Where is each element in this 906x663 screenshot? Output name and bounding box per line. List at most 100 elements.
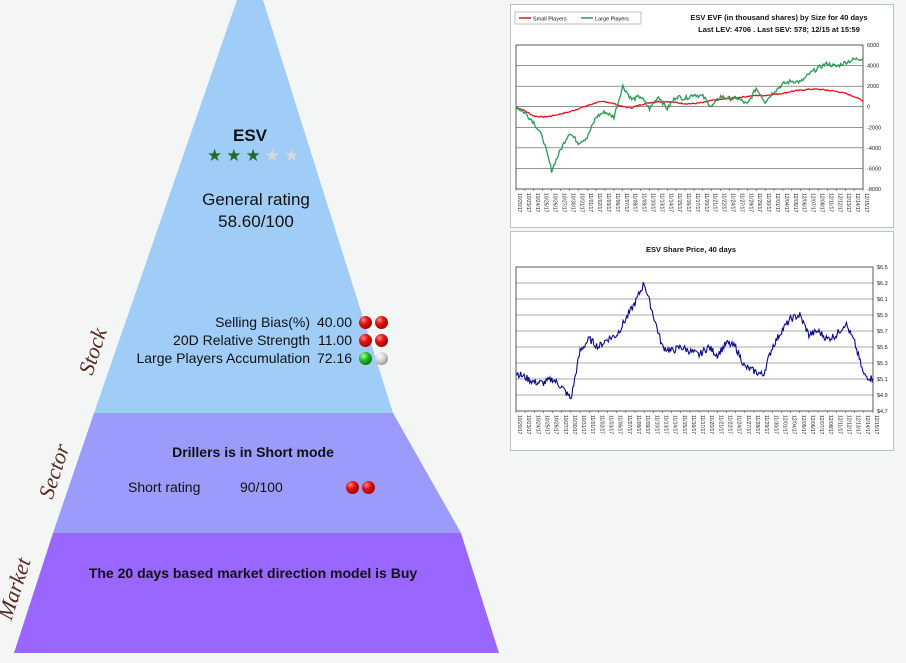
data-point: [640, 104, 641, 106]
legend: [514, 11, 642, 25]
y-tick-label: -4000: [867, 146, 881, 152]
data-point: [764, 101, 766, 102]
x-tick-label: 12/06/17: [801, 193, 807, 213]
data-point: [552, 378, 554, 380]
data-point: [720, 99, 722, 100]
x-tick-label: 11/13/17: [662, 415, 668, 434]
data-point: [675, 102, 677, 103]
x-tick-label: 11/30/17: [772, 415, 778, 434]
metric-value: 72.16: [316, 350, 352, 366]
x-tick-label: 11/20/17: [708, 415, 714, 434]
data-point: [773, 93, 775, 95]
data-point: [702, 102, 704, 103]
data-point: [542, 137, 544, 138]
data-point: [716, 354, 718, 356]
price-chart-panel: ESV Share Price, 40 days $6.5 $6.3 $6.1 $5.9…: [510, 231, 894, 451]
y-tick-label: $5.7: [877, 329, 888, 335]
data-point: [835, 90, 837, 92]
x-tick-label: 10/30/17: [569, 193, 575, 213]
y-tick-label: $5.1: [877, 377, 888, 383]
data-point: [515, 372, 517, 373]
y-tick-label: $6.5: [877, 265, 888, 271]
data-point: [634, 302, 636, 304]
metric-value: 11.00: [318, 332, 352, 348]
data-point: [689, 350, 691, 352]
data-point: [817, 330, 819, 332]
short-rating-label: Short rating: [128, 479, 201, 495]
x-tick-label: 12/01/17: [774, 193, 780, 213]
x-tick-label: 11/21/17: [712, 193, 718, 212]
data-point: [622, 106, 624, 108]
data-point: [818, 88, 819, 90]
metric-gray-light-icon: [375, 352, 388, 365]
data-point: [707, 346, 709, 348]
stock-metrics: Selling Bias(%) 40.00 20D Relative Strengt…: [110, 313, 400, 367]
x-tick-label: 12/05/17: [800, 415, 806, 435]
star-empty-icon: ★: [284, 146, 304, 165]
metric-green-light-icon: [359, 352, 372, 365]
series-line: [515, 87, 863, 119]
data-point: [640, 96, 641, 97]
x-tick-label: 11/16/17: [690, 415, 696, 434]
data-point: [862, 57, 864, 59]
metric-lights: [356, 350, 388, 366]
data-point: [586, 105, 588, 107]
data-point: [666, 108, 668, 110]
data-point: [845, 322, 846, 324]
y-tick-label: $5.3: [877, 361, 888, 367]
data-point: [854, 342, 856, 344]
y-tick-label: 4000: [867, 64, 879, 70]
x-tick-label: 10/31/17: [578, 193, 584, 213]
y-tick-label: -8000: [867, 187, 881, 193]
x-tick-label: 10/24/17: [534, 193, 540, 213]
data-point: [616, 334, 618, 336]
data-point: [809, 88, 811, 90]
stock-tier: [94, 0, 393, 413]
x-tick-label: 11/24/17: [736, 415, 742, 434]
x-tick-label: 11/24/17: [730, 193, 736, 212]
data-point: [649, 108, 650, 110]
data-point: [643, 282, 645, 284]
data-point: [680, 346, 682, 348]
data-point: [579, 350, 581, 352]
y-tick-label: $4.9: [877, 393, 888, 399]
data-point: [662, 346, 663, 348]
data-point: [853, 96, 855, 97]
x-tick-label: 12/12/17: [846, 415, 852, 435]
star-empty-icon: ★: [264, 146, 284, 165]
series-line: [515, 282, 874, 400]
data-point: [698, 354, 700, 356]
sector-lights: [343, 479, 375, 497]
x-tick-label: 10/27/17: [562, 415, 568, 435]
x-tick-label: 11/07/17: [623, 193, 629, 212]
x-tick-label: 11/08/17: [635, 415, 641, 434]
data-point: [746, 104, 748, 106]
data-point: [570, 398, 572, 400]
data-point: [577, 108, 579, 110]
data-point: [595, 116, 597, 118]
data-point: [863, 374, 865, 376]
x-tick-label: 10/24/17: [534, 415, 540, 435]
data-point: [631, 99, 633, 100]
data-point: [711, 100, 713, 101]
x-tick-label: 12/08/17: [827, 415, 833, 435]
x-tick-label: 11/06/17: [617, 415, 623, 434]
x-tick-label: 12/13/17: [845, 193, 851, 213]
x-tick-label: 10/23/17: [525, 193, 531, 213]
x-tick-label: 10/25/17: [543, 193, 549, 213]
data-point: [625, 318, 627, 320]
y-tick-label: $6.3: [877, 281, 888, 287]
x-tick-label: 12/07/17: [818, 415, 824, 435]
data-point: [790, 318, 792, 320]
x-tick-label: 11/14/17: [672, 415, 678, 434]
data-point: [702, 96, 704, 97]
x-tick-label: 11/10/17: [653, 415, 659, 434]
data-point: [753, 370, 755, 372]
data-point: [568, 132, 570, 133]
data-point: [543, 382, 544, 384]
sector-tier: [53, 413, 461, 533]
data-point: [835, 334, 837, 336]
data-point: [577, 142, 579, 144]
data-point: [844, 92, 846, 94]
data-point: [524, 110, 526, 112]
